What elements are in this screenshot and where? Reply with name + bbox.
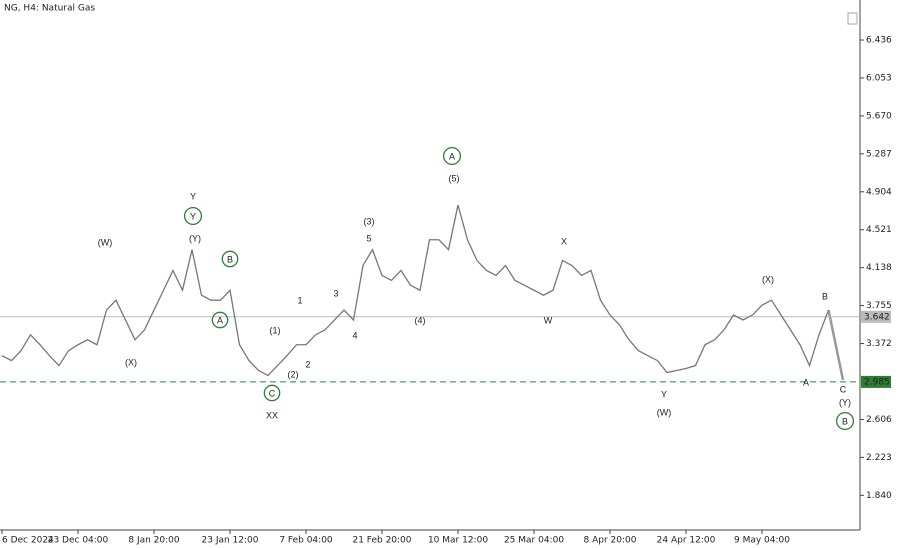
wave-label: 3	[333, 288, 338, 298]
level-label-box	[861, 375, 891, 388]
y-tick-label: 4.904	[866, 187, 892, 197]
wave-label: W	[544, 315, 553, 325]
wave-label: (X)	[125, 357, 137, 367]
level-label-box	[861, 310, 891, 323]
y-tick-label: 4.138	[866, 263, 892, 273]
x-tick-label: 21 Feb 20:00	[352, 536, 411, 546]
wave-label: A	[449, 151, 455, 161]
wave-label: A	[217, 315, 223, 325]
wave-label: (W)	[657, 407, 672, 417]
y-tick-label: 3.372	[866, 339, 892, 349]
wave-label: B	[842, 416, 848, 426]
y-tick-label: 5.287	[866, 149, 892, 159]
x-tick-label: 25 Mar 04:00	[504, 536, 564, 546]
y-tick-label: 4.521	[866, 225, 892, 235]
wave-label: (Y)	[189, 233, 201, 243]
wave-label: C	[269, 388, 276, 398]
wave-circle	[835, 411, 855, 431]
y-tick-label: 6.436	[866, 36, 892, 46]
chart-title: NG, H4: Natural Gas	[4, 4, 95, 14]
x-tick-label: 8 Apr 20:00	[584, 536, 637, 546]
y-tick-label: 1.840	[866, 491, 892, 501]
wave-label: XX	[266, 410, 278, 420]
projection-line	[827, 309, 845, 381]
wave-circle	[442, 146, 462, 166]
wave-label: Y	[190, 191, 196, 201]
wave-circle	[183, 206, 203, 226]
wave-label: 5	[366, 233, 371, 243]
wave-label: 1	[297, 295, 302, 305]
wave-label: Y	[661, 389, 667, 399]
x-tick-label: 23 Dec 04:00	[48, 536, 109, 546]
wave-label: A	[803, 377, 809, 387]
level-label: 2.985	[864, 377, 890, 387]
price-line	[1, 204, 830, 377]
x-tick-label: 7 Feb 04:00	[279, 536, 333, 546]
wave-circle	[263, 384, 281, 402]
wave-label: (Y)	[839, 397, 851, 407]
y-tick-label: 5.670	[866, 111, 892, 121]
wave-label: 4	[352, 330, 357, 340]
wave-label: (4)	[415, 315, 426, 325]
x-tick-label: 8 Jan 20:00	[128, 536, 180, 546]
y-tick-label: 6.053	[866, 73, 892, 83]
wave-label: (3)	[364, 216, 375, 226]
x-tick-label: 6 Dec 2024	[2, 536, 54, 546]
wave-label: (2)	[288, 369, 299, 379]
x-tick-label: 10 Mar 12:00	[428, 536, 488, 546]
level-label: 3.642	[864, 312, 890, 322]
wave-label: (W)	[98, 237, 113, 247]
y-tick-label: 3.755	[866, 301, 892, 311]
y-tick-label: 2.223	[866, 453, 892, 463]
wave-label: C	[840, 384, 847, 394]
wave-circle	[221, 250, 239, 268]
x-tick-label: 9 May 04:00	[734, 536, 790, 546]
wave-label: 2	[305, 359, 310, 369]
wave-label: (X)	[762, 274, 774, 284]
wave-label: B	[227, 254, 233, 264]
wave-label: (1)	[270, 325, 281, 335]
wave-label: Y	[190, 211, 196, 221]
x-tick-label: 24 Apr 12:00	[657, 536, 716, 546]
y-tick-label: 2.606	[866, 415, 892, 425]
wave-label: B	[822, 291, 828, 301]
x-tick-label: 23 Jan 12:00	[202, 536, 259, 546]
info-icon[interactable]	[847, 12, 858, 25]
wave-label: (5)	[449, 173, 460, 183]
wave-label: X	[561, 236, 567, 246]
wave-circle	[211, 311, 229, 329]
